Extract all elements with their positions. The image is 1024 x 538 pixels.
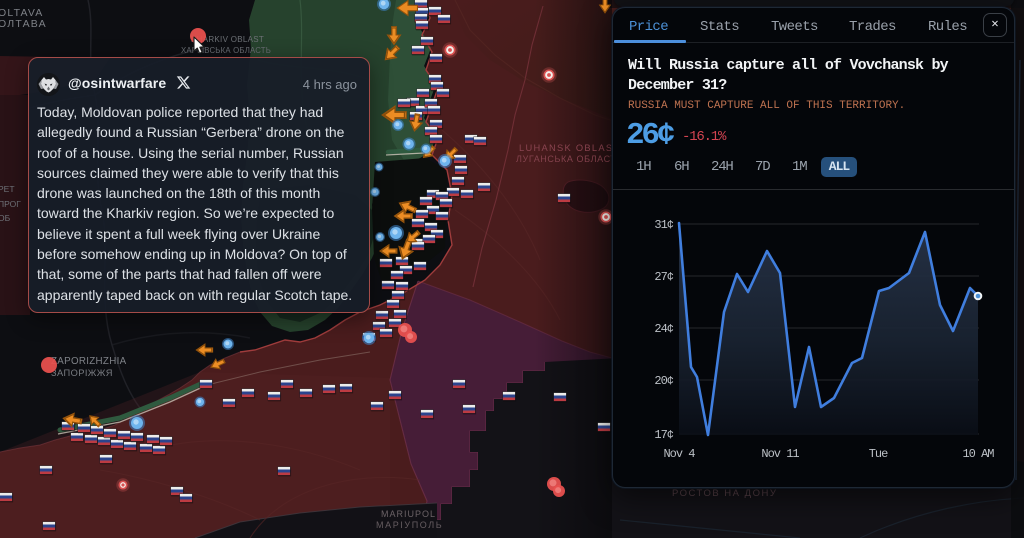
svg-text:20¢: 20¢ (654, 374, 673, 388)
svg-text:KHARKIV OBLAST: KHARKIV OBLAST (191, 35, 264, 44)
svg-text:MARIUPOL: MARIUPOL (381, 509, 436, 519)
svg-text:31¢: 31¢ (654, 218, 673, 232)
svg-text:Nov 4: Nov 4 (663, 447, 695, 461)
svg-text:ЗАПОРІЖЖЯ: ЗАПОРІЖЖЯ (51, 368, 113, 378)
svg-text:17¢: 17¢ (654, 428, 673, 442)
svg-text:ПРОГ: ПРОГ (0, 199, 21, 209)
svg-text:OLTAVA: OLTAVA (0, 7, 44, 19)
svg-text:МАРІУПОЛЬ: МАРІУПОЛЬ (376, 520, 443, 530)
svg-text:LUHANSK OBLAST: LUHANSK OBLAST (519, 143, 620, 153)
svg-text:ХАРКІВСЬКА ОБЛАСТЬ: ХАРКІВСЬКА ОБЛАСТЬ (181, 46, 271, 55)
svg-text:ZAPORIZHZHIA: ZAPORIZHZHIA (51, 356, 127, 367)
svg-text:РЕТ: РЕТ (0, 184, 15, 194)
svg-text:ЛУГАНСЬКА ОБЛАСТЬ: ЛУГАНСЬКА ОБЛАСТЬ (516, 154, 623, 164)
svg-text:10 AM: 10 AM (962, 447, 994, 461)
svg-text:РОСТОВ НА ДОНУ: РОСТОВ НА ДОНУ (672, 488, 777, 499)
svg-text:ОЛТАВА: ОЛТАВА (0, 18, 47, 30)
svg-text:Nov 11: Nov 11 (761, 447, 799, 461)
svg-text:24¢: 24¢ (654, 322, 673, 336)
svg-text:Tue: Tue (869, 447, 888, 461)
svg-text:27¢: 27¢ (654, 270, 673, 284)
svg-text:ОБ: ОБ (0, 213, 11, 223)
